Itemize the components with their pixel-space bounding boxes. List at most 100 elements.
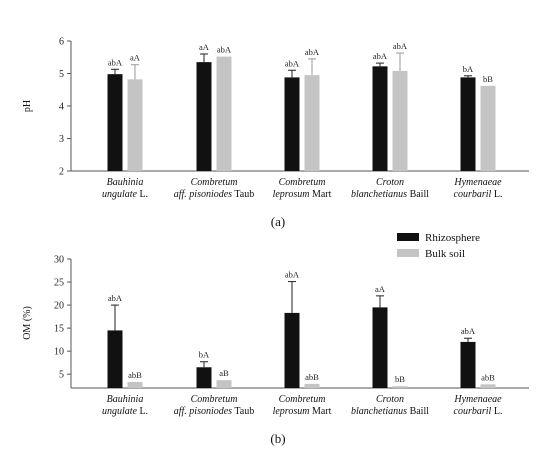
ph-bar-letter-label: aA <box>199 42 210 52</box>
ph-category-species-epithet: ungulate <box>102 189 138 200</box>
om-bar-chart: 5 10 15 20 25 30 abA bA abA aA abA abB aB abB bB abB B… <box>22 255 529 446</box>
om-category-label-line2: aff. pisoniodes Taub <box>174 406 255 417</box>
ph-category-label-line2: ungulate L. <box>102 189 148 200</box>
om-y-tick-label: 10 <box>54 347 64 358</box>
om-category-species-epithet: ungulate <box>102 406 138 417</box>
ph-category-author: Baill <box>407 189 429 200</box>
om-bar-rhizosphere <box>196 367 212 388</box>
ph-bar-bulk_soil <box>480 85 496 171</box>
ph-bar-bulk_soil <box>216 56 232 171</box>
om-category-label-line1: Combretum <box>279 394 326 405</box>
legend-label-rhizosphere: Rhizosphere <box>425 232 480 244</box>
om-y-tick-label: 15 <box>54 324 64 335</box>
om-bar-letter-label: abA <box>108 293 123 303</box>
ph-bar-letter-label: bA <box>463 64 474 74</box>
om-category-label-line1: Combretum <box>191 394 238 405</box>
ph-bar-letter-label: bB <box>483 74 493 84</box>
ph-bar-rhizosphere <box>284 77 300 171</box>
om-category-label-line2: ungulate L. <box>102 406 148 417</box>
om-category-label-line1: Hymenaeae <box>453 394 502 405</box>
om-y-tick-label: 30 <box>54 255 64 266</box>
ph-category-species-epithet: courbaril <box>454 189 492 200</box>
ph-category-label-line2: leprosum Mart <box>273 189 332 200</box>
ph-y-tick-label: 4 <box>59 102 64 113</box>
om-category-author: Baill <box>407 406 429 417</box>
ph-category-label-line2: blanchetianus Baill <box>351 189 429 200</box>
om-bar-letter-label: abA <box>461 326 476 336</box>
om-bar-rhizosphere <box>107 330 123 388</box>
om-category-species-epithet: courbaril <box>454 406 492 417</box>
ph-category-label-line1: Hymenaeae <box>453 177 502 188</box>
om-category-label-line1: Croton <box>376 394 404 405</box>
ph-category-species-epithet: blanchetianus <box>351 189 407 200</box>
om-category-label-line2: blanchetianus Baill <box>351 406 429 417</box>
om-category-label-line1: Bauhinia <box>107 394 144 405</box>
om-bar-rhizosphere <box>460 341 476 388</box>
ph-category-species-epithet: leprosum <box>273 189 310 200</box>
om-bar-letter-label: abB <box>128 370 142 380</box>
om-bar-bulk_soil <box>216 380 232 388</box>
legend-swatch-rhizosphere <box>397 233 419 241</box>
ph-category-label-line1: Combretum <box>279 177 326 188</box>
ph-bar-letter-label: aA <box>130 53 141 63</box>
ph-bar-rhizosphere <box>107 74 123 171</box>
ph-y-axis-title: pH <box>22 100 33 112</box>
om-category-label-line2: leprosum Mart <box>273 406 332 417</box>
ph-y-tick-label: 6 <box>59 37 64 48</box>
om-bar-letter-label: aA <box>375 284 386 294</box>
om-category-author: L. <box>137 406 148 417</box>
om-bar-letter-label: abA <box>285 270 300 280</box>
ph-category-label-line2: aff. pisoniodes Taub <box>174 189 255 200</box>
panel-a-label: (a) <box>271 214 285 229</box>
ph-category-label-line2: courbaril L. <box>454 189 503 200</box>
ph-category-author: Taub <box>232 189 254 200</box>
ph-bar-rhizosphere <box>460 77 476 171</box>
om-bar-bulk_soil <box>304 383 320 388</box>
ph-bar-letter-label: abA <box>108 57 123 67</box>
ph-category-author: L. <box>491 189 502 200</box>
om-bar-letter-label: bB <box>395 374 405 384</box>
om-category-label-line2: courbaril L. <box>454 406 503 417</box>
ph-y-tick-label: 3 <box>59 134 64 145</box>
om-category-author: Taub <box>232 406 254 417</box>
om-y-tick-label: 5 <box>59 370 64 381</box>
om-bar-rhizosphere <box>372 307 388 388</box>
ph-bar-bulk_soil <box>304 75 320 171</box>
om-category-author: L. <box>491 406 502 417</box>
ph-bar-letter-label: abA <box>305 47 320 57</box>
om-bar-bulk_soil <box>480 384 496 388</box>
ph-category-label-line1: Bauhinia <box>107 177 144 188</box>
ph-y-tick-label: 2 <box>59 167 64 178</box>
om-bar-bulk_soil <box>127 382 143 388</box>
om-y-axis-title: OM (%) <box>22 306 33 340</box>
legend-label-bulk-soil: Bulk soil <box>425 248 465 260</box>
ph-category-author: L. <box>137 189 148 200</box>
ph-bar-chart: 2 3 4 5 6 abA aA abA abA bA aA abA abA abA bB Bauhini… <box>22 37 529 229</box>
chart-legend: Rhizosphere Bulk soil <box>397 232 480 260</box>
panel-b-label: (b) <box>270 431 285 446</box>
ph-bar-rhizosphere <box>372 66 388 171</box>
om-y-tick-label: 20 <box>54 301 64 312</box>
om-category-species-epithet: blanchetianus <box>351 406 407 417</box>
om-bar-bulk_soil <box>392 386 408 388</box>
legend-swatch-bulk-soil <box>397 249 419 257</box>
ph-bar-letter-label: abA <box>373 51 388 61</box>
om-bar-letter-label: bA <box>199 350 210 360</box>
ph-bar-bulk_soil <box>392 70 408 171</box>
om-bar-letter-label: abB <box>305 372 319 382</box>
om-category-species-epithet: leprosum <box>273 406 310 417</box>
ph-category-author: Mart <box>309 189 331 200</box>
ph-category-species-epithet: aff. pisoniodes <box>174 189 232 200</box>
om-y-tick-label: 25 <box>54 278 64 289</box>
ph-category-label-line1: Croton <box>376 177 404 188</box>
ph-y-tick-label: 5 <box>59 69 64 80</box>
om-bar-letter-label: aB <box>219 368 229 378</box>
ph-bar-letter-label: abA <box>393 41 408 51</box>
ph-bar-bulk_soil <box>127 79 143 171</box>
ph-bar-letter-label: abA <box>285 58 300 68</box>
om-category-author: Mart <box>309 406 331 417</box>
ph-category-label-line1: Combretum <box>191 177 238 188</box>
om-bar-rhizosphere <box>284 312 300 388</box>
ph-bar-letter-label: abA <box>217 45 232 55</box>
